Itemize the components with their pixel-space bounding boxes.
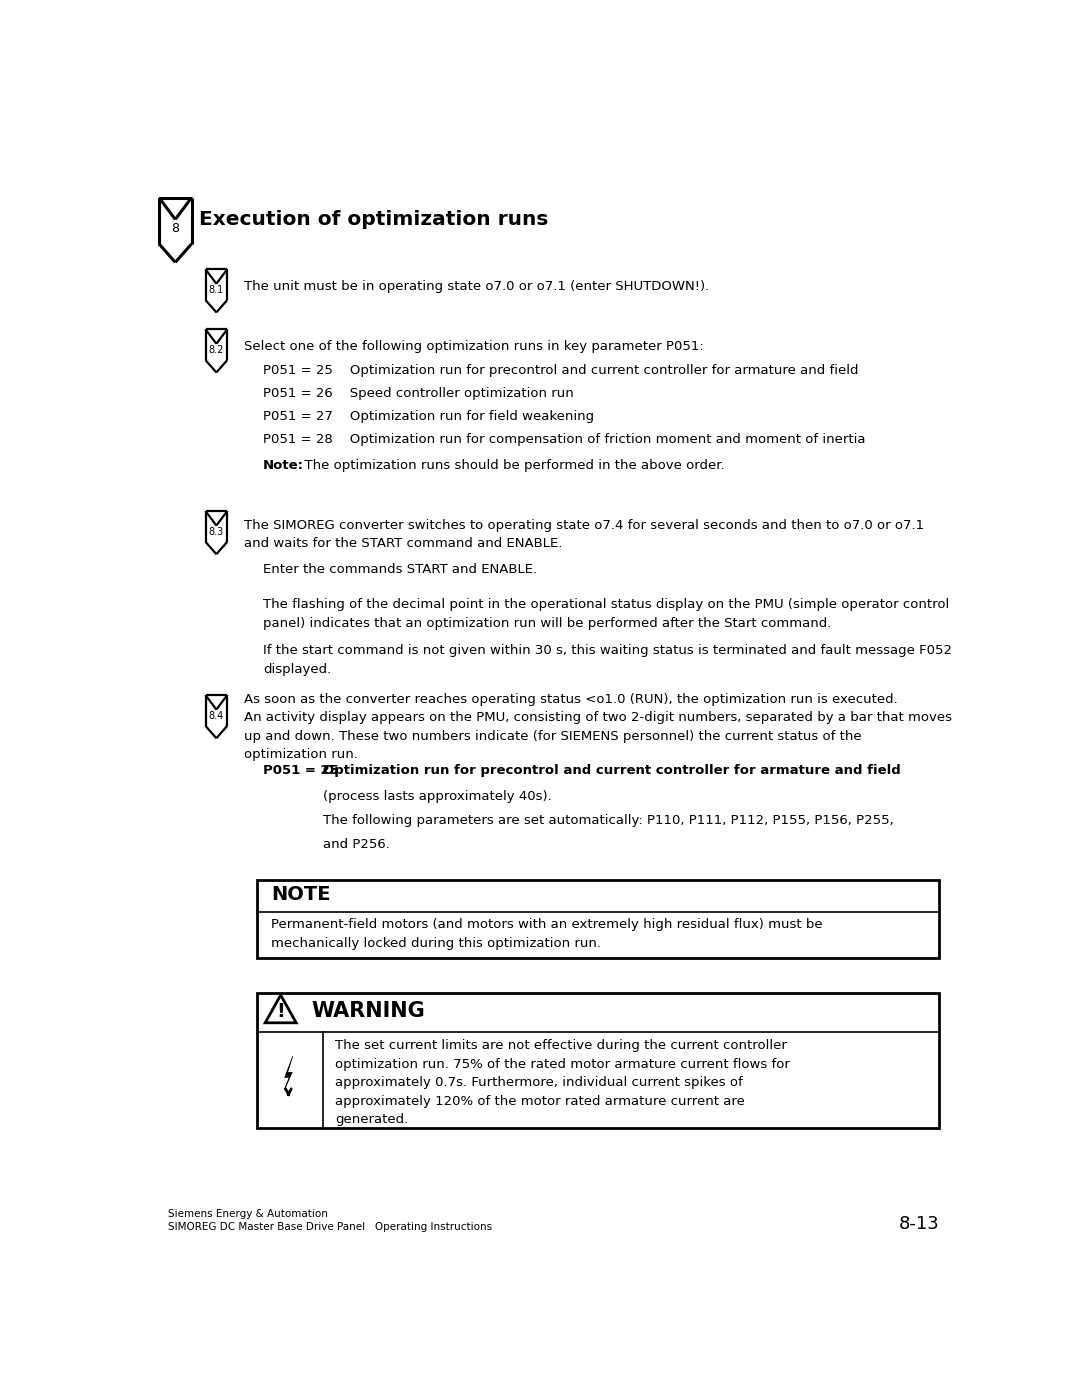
Text: !: ! [276, 1002, 285, 1021]
Text: Note:: Note: [262, 458, 303, 472]
Text: Select one of the following optimization runs in key parameter P051:: Select one of the following optimization… [243, 339, 703, 353]
Text: SIMOREG DC Master Base Drive Panel   Operating Instructions: SIMOREG DC Master Base Drive Panel Opera… [167, 1222, 491, 1232]
Text: P051 = 28    Optimization run for compensation of friction moment and moment of : P051 = 28 Optimization run for compensat… [262, 433, 865, 446]
Text: The set current limits are not effective during the current controller
optimizat: The set current limits are not effective… [335, 1039, 789, 1126]
Text: (process lasts approximately 40s).: (process lasts approximately 40s). [323, 789, 552, 803]
Text: The following parameters are set automatically: P110, P111, P112, P155, P156, P2: The following parameters are set automat… [323, 814, 894, 827]
Polygon shape [284, 1056, 293, 1090]
Text: If the start command is not given within 30 s, this waiting status is terminated: If the start command is not given within… [262, 644, 951, 676]
Text: P051 = 25    Optimization run for precontrol and current controller for armature: P051 = 25 Optimization run for precontro… [262, 365, 859, 377]
Text: P051 = 25: P051 = 25 [262, 764, 339, 777]
Text: The optimization runs should be performed in the above order.: The optimization runs should be performe… [296, 458, 725, 472]
Text: 8.2: 8.2 [208, 345, 224, 355]
Text: Permanent-field motors (and motors with an extremely high residual flux) must be: Permanent-field motors (and motors with … [271, 918, 823, 950]
Bar [257, 993, 940, 1127]
Text: NOTE: NOTE [271, 886, 330, 904]
Text: P051 = 26    Speed controller optimization run: P051 = 26 Speed controller optimization … [262, 387, 573, 400]
Text: 8: 8 [172, 222, 179, 235]
Text: and P256.: and P256. [323, 838, 390, 851]
Text: The unit must be in operating state o7.0 or o7.1 (enter SHUTDOWN!).: The unit must be in operating state o7.0… [243, 279, 708, 293]
Text: 8-13: 8-13 [899, 1215, 940, 1232]
Text: 8.1: 8.1 [208, 285, 224, 295]
Text: Optimization run for precontrol and current controller for armature and field: Optimization run for precontrol and curr… [323, 764, 901, 777]
Text: Enter the commands START and ENABLE.: Enter the commands START and ENABLE. [262, 563, 537, 577]
Text: The flashing of the decimal point in the operational status display on the PMU (: The flashing of the decimal point in the… [262, 598, 949, 630]
Text: Siemens Energy & Automation: Siemens Energy & Automation [167, 1210, 327, 1220]
Text: P051 = 27    Optimization run for field weakening: P051 = 27 Optimization run for field wea… [262, 411, 594, 423]
Text: 8.4: 8.4 [208, 711, 224, 721]
Text: 8.3: 8.3 [208, 527, 224, 536]
Text: WARNING: WARNING [312, 1000, 426, 1021]
Text: As soon as the converter reaches operating status <o1.0 (RUN), the optimization : As soon as the converter reaches operati… [243, 693, 951, 761]
Bar [257, 880, 940, 958]
Text: Execution of optimization runs: Execution of optimization runs [199, 210, 548, 229]
Text: The SIMOREG converter switches to operating state o7.4 for several seconds and t: The SIMOREG converter switches to operat… [243, 518, 923, 550]
